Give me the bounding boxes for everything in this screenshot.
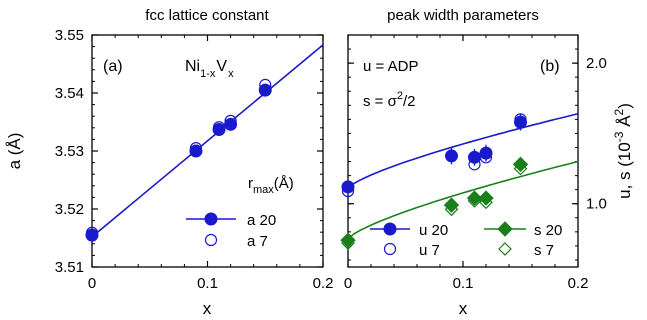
y-tick-label: 3.54 <box>55 85 84 102</box>
panel-b-title: peak width parameters <box>387 7 539 24</box>
panel-a-x-axis-label: x <box>203 299 212 318</box>
data-point-s-20 <box>512 156 529 173</box>
data-point-a-20 <box>85 228 99 242</box>
panel-b-x-ticks: 0 0.1 0.2 <box>344 35 589 292</box>
legend-u7-marker <box>383 242 397 256</box>
annotation-s-sigma: s = σ2/2 <box>363 90 416 110</box>
panel-b-x-axis-label: x <box>459 299 468 318</box>
legend-s20-label: s 20 <box>534 222 562 239</box>
legend-a7-label: a 7 <box>247 233 268 250</box>
panel-a-fit-lines <box>91 44 324 238</box>
rmax-r: r <box>248 175 253 192</box>
formula-sub2: x <box>228 68 234 80</box>
legend-s7-marker <box>498 242 512 256</box>
x-tick-label: 0.2 <box>313 275 334 292</box>
data-point-a-20 <box>258 83 272 97</box>
data-point-a-20 <box>212 123 226 137</box>
panel-b-markers <box>340 113 529 250</box>
legend-u20-marker <box>383 222 397 236</box>
panel-a-legend-title: rmax(Å) <box>248 175 294 196</box>
data-point-a-20 <box>224 117 238 131</box>
legend-s7-label: s 7 <box>534 242 554 259</box>
formula-sub1: 1-x <box>200 68 216 80</box>
panel-a-formula: Ni1-xVx <box>185 58 234 80</box>
panel-a-title: fcc lattice constant <box>145 7 269 24</box>
data-point-u-20 <box>468 150 481 164</box>
annotation-u-adp: u = ADP <box>363 58 418 75</box>
x-tick-label: 0.1 <box>453 275 474 292</box>
x-tick-label: 0.1 <box>197 275 218 292</box>
data-point-u-20 <box>514 115 527 129</box>
fit-line <box>91 44 324 238</box>
rmax-unit: (Å) <box>274 175 294 192</box>
panel-b-legend: u 20 u 7 s 20 s 7 <box>370 221 562 259</box>
formula-v: V <box>216 58 227 75</box>
data-point-u-20 <box>479 146 493 160</box>
x-tick-label: 0.2 <box>568 275 589 292</box>
y-label-exp: -3 <box>612 131 626 142</box>
data-point-u-20 <box>445 149 458 163</box>
y-tick-label: 3.55 <box>55 27 84 44</box>
y-tick-label: 3.52 <box>55 201 84 218</box>
sigma-div: /2 <box>403 93 416 110</box>
data-point-s-20 <box>478 190 494 206</box>
data-point-u-20 <box>341 180 355 194</box>
x-tick-label: 0 <box>88 275 96 292</box>
data-point-a-20 <box>189 144 203 158</box>
legend-a7-marker <box>204 233 218 247</box>
panel-b-fit-curves <box>347 112 579 240</box>
legend-u7-label: u 7 <box>419 242 440 259</box>
data-point-s-20 <box>340 232 356 248</box>
panel-a-y-axis-label: a (Å) <box>5 133 24 170</box>
panel-a: fcc lattice constant 3.513.523.533.543.5… <box>5 7 333 318</box>
legend-u20-label: u 20 <box>419 222 448 239</box>
data-point-s-20 <box>466 190 483 206</box>
legend-s20-marker <box>497 221 513 237</box>
sigma-exp: 2 <box>397 90 403 102</box>
panel-a-x-ticks: 0 0.1 0.2 <box>88 35 334 292</box>
y-tick-label: 3.51 <box>55 259 84 276</box>
y-tick-label: 2.0 <box>586 55 607 72</box>
panel-a-letter: (a) <box>103 58 123 75</box>
x-tick-label: 0 <box>344 275 352 292</box>
panel-a-y-ticks: 3.51 3.52 3.53 3.54 3.55 <box>55 27 323 276</box>
sigma-s: s = σ <box>363 93 398 110</box>
formula-ni: Ni <box>185 58 200 75</box>
y-label-u: u, s (10 <box>615 142 634 199</box>
data-point-s-20 <box>443 197 460 213</box>
legend-a20-label: a 20 <box>247 212 276 229</box>
panel-a-markers <box>85 78 272 242</box>
rmax-sub: max <box>253 184 274 196</box>
y-tick-label: 1.0 <box>586 196 607 213</box>
fit-curve-s <box>347 160 579 240</box>
y-label-sq: 2 <box>612 108 626 115</box>
y-label-unit: Å <box>615 115 634 132</box>
fit-curve-u <box>347 112 579 189</box>
y-label-close: ) <box>615 103 634 109</box>
panel-b: peak width parameters 1.0 2.0 0 0.1 0.2 u, … <box>340 7 634 318</box>
panel-b-letter: (b) <box>540 58 560 75</box>
panel-a-legend: a 20 a 7 <box>186 212 276 250</box>
legend-a20-marker <box>204 212 218 226</box>
panel-b-y-ticks: 1.0 2.0 <box>348 34 607 261</box>
panel-b-y-axis-label: u, s (10-3 Å2) <box>612 103 634 199</box>
y-tick-label: 3.53 <box>55 143 84 160</box>
